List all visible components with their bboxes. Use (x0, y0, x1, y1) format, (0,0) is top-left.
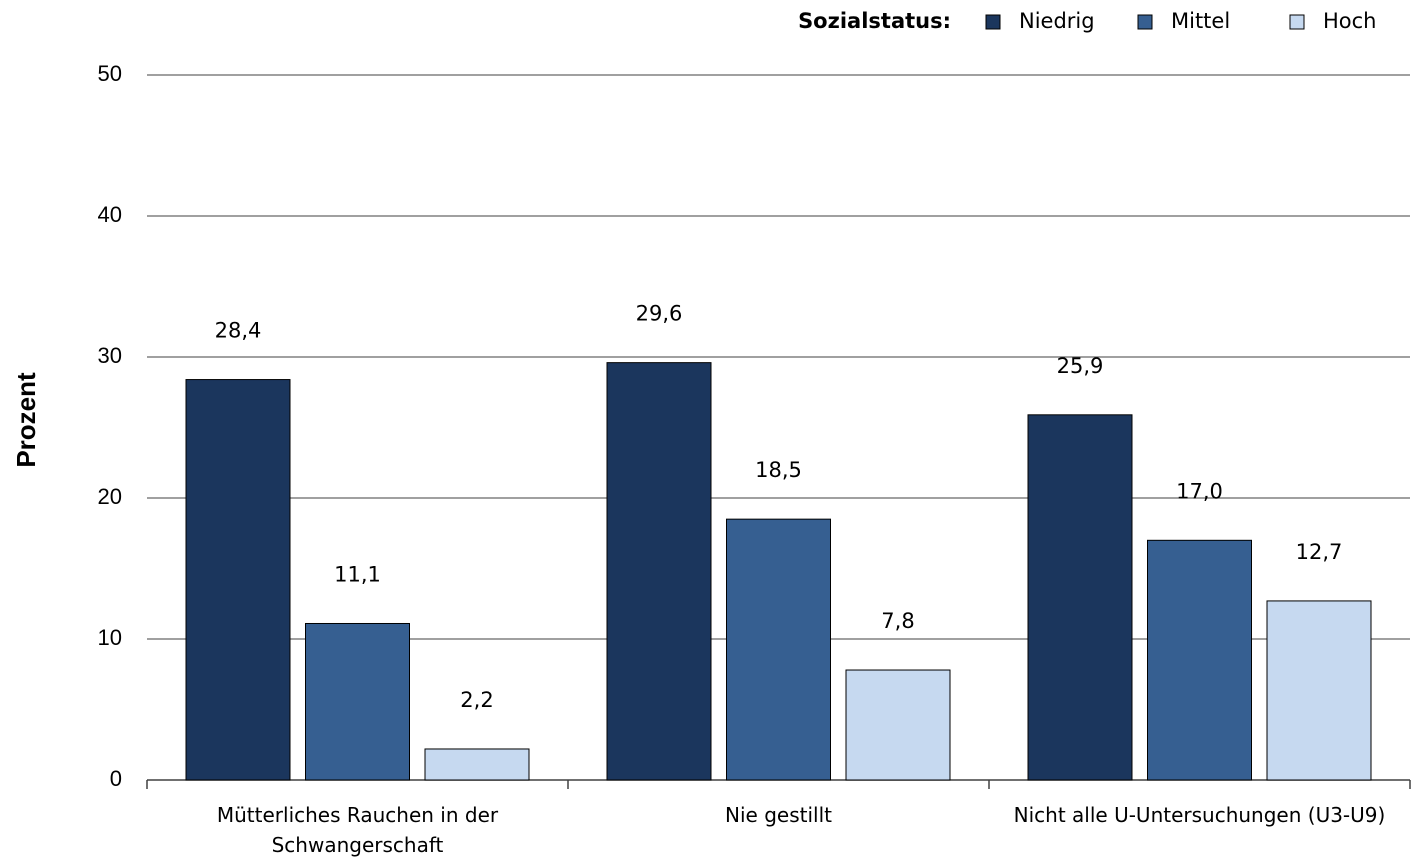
legend-label: Hoch (1323, 9, 1377, 33)
value-label: 29,6 (636, 302, 683, 326)
legend-title: Sozialstatus: (798, 9, 951, 33)
legend-swatch (985, 14, 1001, 30)
legend-label: Mittel (1171, 9, 1230, 33)
bar (726, 518, 831, 781)
x-tick-label: Mütterliches Rauchen in der Schwangersch… (216, 803, 499, 857)
bar (185, 379, 291, 781)
value-label: 11,1 (334, 562, 381, 586)
value-label: 28,4 (215, 319, 262, 343)
x-tick-label: Nie gestillt (725, 803, 832, 827)
bar (845, 669, 951, 781)
bar (1266, 600, 1372, 781)
bar (1027, 414, 1133, 781)
bar (606, 362, 712, 781)
y-tick-label: 0 (110, 766, 122, 791)
value-label: 17,0 (1176, 479, 1223, 503)
x-tick-label: Nicht alle U-Untersuchungen (U3-U9) (1013, 803, 1386, 827)
y-tick-label: 40 (98, 202, 122, 227)
bar (1147, 539, 1252, 781)
value-label: 25,9 (1057, 354, 1104, 378)
bar (424, 748, 530, 781)
legend-swatch (1137, 14, 1153, 30)
y-tick-label: 50 (98, 61, 122, 86)
y-tick-label: 30 (98, 343, 122, 368)
value-label: 18,5 (755, 458, 802, 482)
y-tick-label: 10 (98, 625, 122, 650)
value-label: 2,2 (460, 688, 493, 712)
y-axis-title: Prozent (11, 372, 41, 468)
legend-swatch (1289, 14, 1305, 30)
value-label: 7,8 (881, 609, 914, 633)
value-label: 12,7 (1296, 540, 1343, 564)
bar (305, 622, 410, 781)
legend-label: Niedrig (1019, 9, 1095, 33)
y-tick-label: 20 (98, 484, 122, 509)
